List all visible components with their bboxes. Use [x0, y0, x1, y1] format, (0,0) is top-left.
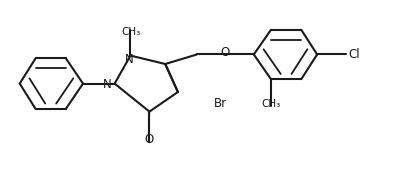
Text: CH₃: CH₃	[261, 100, 280, 110]
Text: Br: Br	[213, 97, 227, 110]
Text: Cl: Cl	[349, 48, 360, 61]
Text: N: N	[125, 53, 134, 66]
Text: CH₃: CH₃	[122, 27, 141, 37]
Text: O: O	[221, 46, 230, 59]
Text: O: O	[145, 133, 154, 146]
Text: N: N	[103, 78, 112, 91]
